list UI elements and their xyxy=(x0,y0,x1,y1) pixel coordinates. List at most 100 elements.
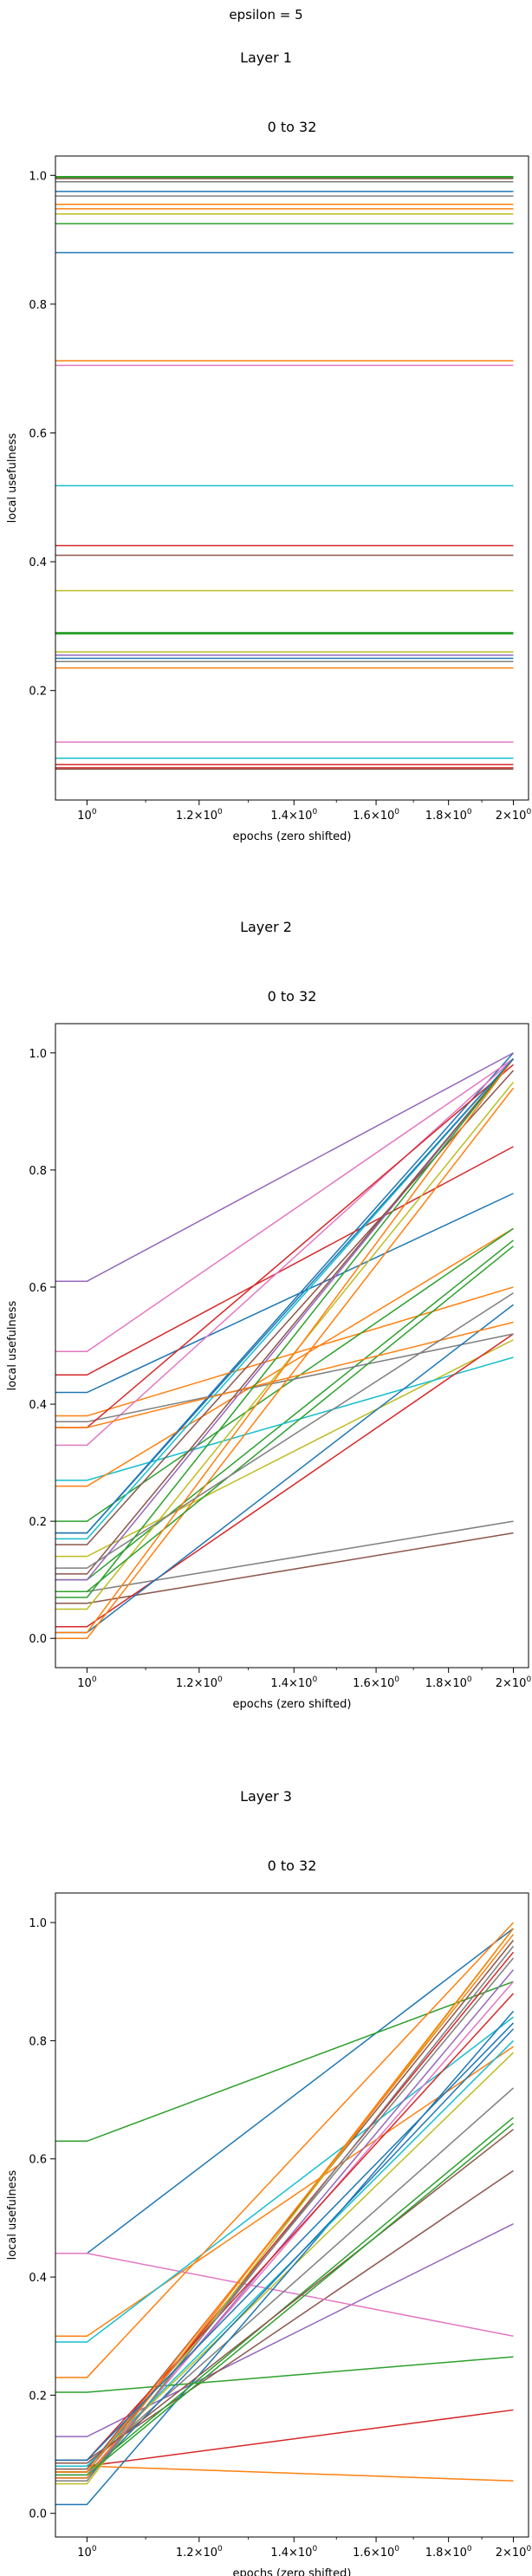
y-axis-label: local usefulness xyxy=(6,2169,19,2260)
series-group xyxy=(55,1052,515,1639)
series-line xyxy=(55,1058,515,1540)
y-tick-label: 0.0 xyxy=(29,2508,47,2521)
chart-layer-3: Layer 3 0 to 32 100 1.2×100 1.4×100 1.6×100 1.… xyxy=(6,1788,531,2576)
series-line xyxy=(55,1981,514,2143)
series-line xyxy=(55,1193,514,1394)
x-tick-label: 100 xyxy=(77,1675,97,1690)
series-line xyxy=(55,1246,514,1592)
series-line xyxy=(55,1227,514,1487)
x-tick-label: 1.4×100 xyxy=(270,808,317,823)
series-line xyxy=(55,1064,514,1428)
y-tick-label: 0.6 xyxy=(29,427,47,440)
chart-title: 0 to 32 xyxy=(268,119,317,135)
series-line xyxy=(55,1339,514,1558)
series-line xyxy=(55,1940,515,2470)
series-line xyxy=(55,1934,515,2473)
series-line xyxy=(55,1070,515,1545)
series-line xyxy=(55,1227,514,1522)
series-line xyxy=(55,1945,515,2482)
series-line xyxy=(55,1333,514,1628)
figure-title: epsilon = 5 xyxy=(229,7,302,23)
series-line xyxy=(55,1951,515,2473)
chart-suptitle: Layer 2 xyxy=(240,919,292,935)
chart-title: 0 to 32 xyxy=(268,1857,317,1874)
y-tick-label: 0.4 xyxy=(29,556,47,569)
y-tick-label: 1.0 xyxy=(29,1917,47,1930)
chart-suptitle: Layer 3 xyxy=(240,1788,292,1805)
y-tick-label: 1.0 xyxy=(29,1048,47,1061)
x-tick-label: 1.4×100 xyxy=(270,1675,317,1690)
chart-layer-1: Layer 1 0 to 32 100 1.2×100 1.4×100 1.6×100 1.… xyxy=(6,49,531,843)
series-line xyxy=(55,1058,515,1534)
y-axis-label: local usefulness xyxy=(6,433,19,523)
series-line xyxy=(55,1981,515,2476)
y-tick-label: 0.0 xyxy=(29,1633,47,1646)
series-group xyxy=(55,176,514,771)
x-tick-label: 1.8×100 xyxy=(425,808,472,823)
series-line xyxy=(55,2123,514,2476)
series-line xyxy=(55,1356,514,1481)
series-line xyxy=(55,1082,515,1610)
y-tick-label: 0.4 xyxy=(29,2272,47,2285)
chart-title: 0 to 32 xyxy=(268,988,317,1005)
series-line xyxy=(55,1087,515,1639)
x-tick-label: 1.2×100 xyxy=(176,1675,223,1690)
series-line xyxy=(55,2052,514,2467)
series-line xyxy=(55,1146,514,1376)
series-line xyxy=(55,2022,515,2462)
x-tick-label: 1.6×100 xyxy=(353,808,399,823)
series-line xyxy=(55,2253,514,2337)
series-line xyxy=(55,1058,515,1581)
x-axis-label: epochs (zero shifted) xyxy=(233,2567,352,2576)
series-line xyxy=(55,2039,514,2467)
series-line xyxy=(55,1928,515,2479)
y-tick-label: 0.2 xyxy=(29,686,47,699)
x-tick-label: 1.2×100 xyxy=(176,2545,223,2560)
chart-suptitle: Layer 1 xyxy=(240,49,292,66)
series-line xyxy=(55,2169,514,2462)
x-tick-label: 100 xyxy=(77,808,97,823)
series-line xyxy=(55,1333,514,1423)
x-tick-label: 1.4×100 xyxy=(270,2545,317,2560)
x-tick-label: 1.8×100 xyxy=(425,2545,472,2560)
series-line xyxy=(55,2223,514,2437)
series-line xyxy=(55,1928,515,2485)
series-line xyxy=(55,1292,514,1569)
series-line xyxy=(55,1052,515,1534)
series-line xyxy=(55,1057,514,1352)
series-line xyxy=(55,2465,514,2482)
y-tick-label: 0.6 xyxy=(29,2154,47,2167)
series-line xyxy=(55,2010,515,2506)
y-tick-label: 0.2 xyxy=(29,1516,47,1529)
x-axis-label: epochs (zero shifted) xyxy=(233,830,352,843)
y-tick-label: 0.2 xyxy=(29,2390,47,2403)
x-axis-label: epochs (zero shifted) xyxy=(233,1698,352,1711)
charts-container: Layer 1 0 to 32 100 1.2×100 1.4×100 1.6×100 1.… xyxy=(6,49,531,2576)
series-line xyxy=(55,1286,514,1417)
x-tick-label: 100 xyxy=(77,2545,97,2560)
x-tick-label: 2×100 xyxy=(496,1675,532,1690)
y-tick-label: 0.8 xyxy=(29,1165,47,1178)
axes-frame xyxy=(55,1892,529,2538)
series-line xyxy=(55,1052,514,1282)
x-tick-label: 1.6×100 xyxy=(353,1675,399,1690)
x-tick-label: 1.2×100 xyxy=(176,808,223,823)
axes-frame xyxy=(55,1023,529,1669)
x-tick-label: 2×100 xyxy=(496,2545,532,2560)
series-line xyxy=(55,2356,514,2393)
series-line xyxy=(55,2046,514,2337)
series-line xyxy=(55,1922,515,2378)
y-tick-label: 1.0 xyxy=(29,170,47,183)
x-tick-label: 2×100 xyxy=(496,808,532,823)
x-tick-label: 1.8×100 xyxy=(425,1675,472,1690)
series-line xyxy=(55,1058,515,1598)
series-line xyxy=(55,1057,514,1447)
series-line xyxy=(55,1520,514,1592)
y-tick-label: 0.4 xyxy=(29,1399,47,1412)
y-tick-label: 0.6 xyxy=(29,1282,47,1295)
chart-layer-2: Layer 2 0 to 32 100 1.2×100 1.4×100 1.6×100 1.… xyxy=(6,919,531,1711)
y-tick-label: 0.8 xyxy=(29,2035,47,2048)
series-line xyxy=(55,1058,515,1634)
y-tick-label: 0.8 xyxy=(29,299,47,312)
